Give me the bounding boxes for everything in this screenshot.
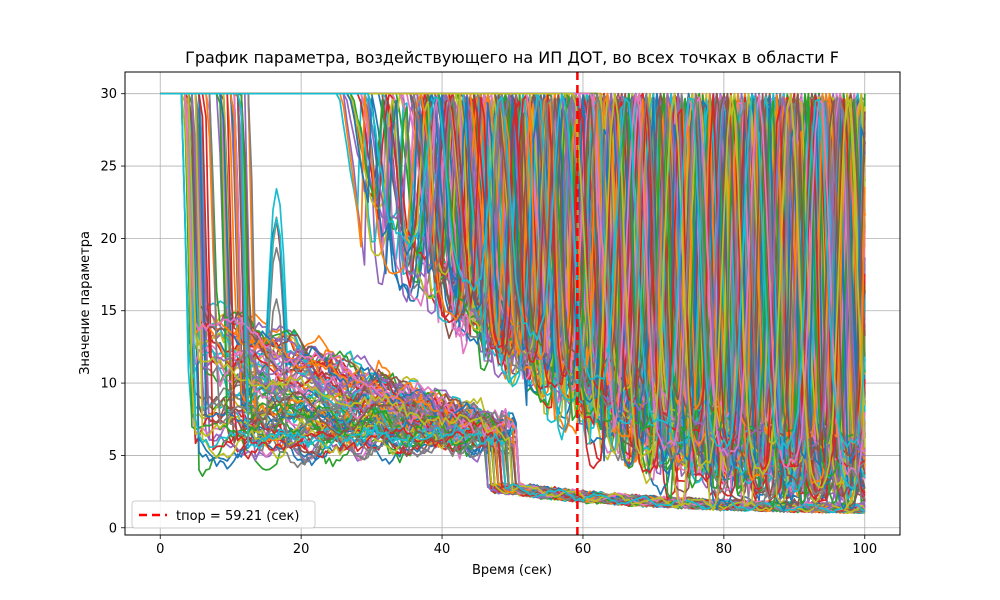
x-tick-label: 20: [293, 542, 310, 557]
x-tick-label: 60: [575, 542, 592, 557]
y-tick-label: 0: [109, 521, 117, 536]
series-line-81: [160, 92, 866, 513]
y-tick-label: 10: [100, 377, 117, 392]
series-lines: [160, 92, 866, 515]
y-tick-label: 20: [100, 232, 117, 247]
x-axis-label: Время (сек): [472, 563, 552, 578]
y-tick-label: 15: [100, 304, 117, 319]
series-line-84: [160, 92, 866, 513]
chart-title: График параметра, воздействующего на ИП …: [185, 48, 839, 67]
plot-frame: [124, 71, 901, 536]
x-tick-label: 0: [156, 542, 164, 557]
series-line-89: [160, 92, 866, 514]
y-tick-label: 25: [100, 160, 117, 175]
legend-label: tпор = 59.21 (сек): [176, 509, 299, 524]
legend: tпор = 59.21 (сек): [131, 500, 316, 529]
x-tick-label: 80: [716, 542, 733, 557]
x-tick-label: 100: [852, 542, 877, 557]
y-tick-label: 5: [109, 449, 117, 464]
series-line-249: [160, 92, 866, 451]
y-axis-label: Значение параметра: [78, 231, 93, 375]
x-tick-label: 40: [434, 542, 451, 557]
y-tick-label: 30: [100, 87, 117, 102]
legend-box: [131, 500, 316, 529]
axis-ticks: 0 20 40 60 80 100 0 5 10 15 20 25 30: [100, 87, 877, 557]
